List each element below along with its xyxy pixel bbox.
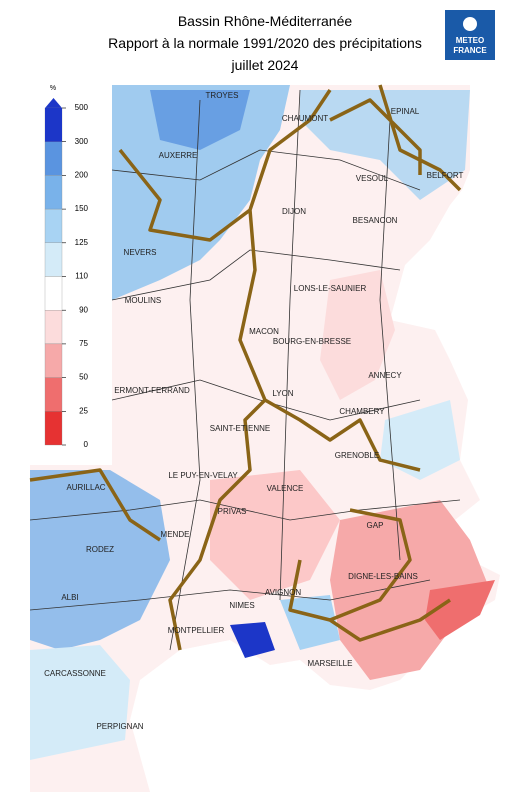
title-line: Bassin Rhône-Méditerranée <box>178 13 353 29</box>
wet-area <box>280 595 340 650</box>
city-label: ANNECY <box>368 371 402 380</box>
legend-swatch <box>44 276 63 311</box>
logo-text: FRANCE <box>453 46 487 55</box>
legend-label: 500 <box>75 103 89 112</box>
city-label: RODEZ <box>86 545 114 554</box>
city-label: MENDE <box>161 530 190 539</box>
legend-swatch <box>44 242 63 277</box>
legend: % 500 300 200 150 125 110 90 75 50 25 0 <box>44 85 89 449</box>
wet-area <box>380 400 460 480</box>
title-line: juillet 2024 <box>231 57 299 73</box>
wet-area <box>150 90 250 150</box>
city-label: ERMONT-FERRAND <box>114 386 190 395</box>
city-labels: TROYES CHAUMONT EPINAL AUXERRE VESOUL BELFORT… <box>44 91 463 731</box>
legend-label: 300 <box>75 137 89 146</box>
city-label: MACON <box>249 327 279 336</box>
wet-area <box>30 645 130 760</box>
city-label: VESOUL <box>356 174 389 183</box>
city-label: LYON <box>272 389 293 398</box>
city-label: BELFORT <box>427 171 464 180</box>
city-label: TROYES <box>206 91 239 100</box>
city-label: MOULINS <box>125 296 161 305</box>
legend-label: 110 <box>75 272 88 281</box>
city-label: BESANCON <box>353 216 398 225</box>
dry-area <box>425 580 495 640</box>
legend-box <box>30 85 112 465</box>
wet-area <box>230 622 275 658</box>
city-label: AURILLAC <box>66 483 105 492</box>
city-label: VALENCE <box>267 484 304 493</box>
city-label: NEVERS <box>124 248 157 257</box>
city-label: SAINT-ETIENNE <box>210 424 270 433</box>
legend-label: 90 <box>79 305 88 314</box>
legend-label: 150 <box>75 204 89 213</box>
city-label: CARCASSONNE <box>44 669 106 678</box>
legend-label: 0 <box>84 440 89 449</box>
legend-swatch <box>44 310 63 345</box>
dept-lines <box>29 89 461 651</box>
legend-label: 200 <box>75 171 89 180</box>
city-label: DIGNE-LES-BAINS <box>348 572 418 581</box>
wet-area <box>300 90 470 200</box>
legend-swatch <box>44 343 63 378</box>
city-label: LONS-LE-SAUNIER <box>294 284 367 293</box>
city-label: PRIVAS <box>218 507 247 516</box>
city-label: MONTPELLIER <box>168 626 225 635</box>
city-label: CHAMBERY <box>339 407 385 416</box>
dry-area <box>210 470 340 600</box>
city-label: GRENOBLE <box>335 451 379 460</box>
city-label: GAP <box>367 521 384 530</box>
legend-swatch <box>44 175 63 210</box>
legend-unit: % <box>50 85 56 92</box>
legend-arrow <box>45 98 62 108</box>
city-label: AVIGNON <box>265 588 302 597</box>
legend-swatch <box>44 411 63 446</box>
logo-text: METEO <box>456 36 484 45</box>
legend-swatch <box>44 208 63 243</box>
city-label: MARSEILLE <box>308 659 353 668</box>
legend-top-swatch <box>45 108 62 142</box>
legend-label: 50 <box>79 373 88 382</box>
legend-label: 25 <box>79 406 88 415</box>
map <box>29 84 500 792</box>
city-label: LE PUY-EN-VELAY <box>168 471 238 480</box>
city-label: EPINAL <box>391 107 420 116</box>
logo-icon <box>463 17 477 31</box>
city-label: ALBI <box>61 593 78 602</box>
wet-area <box>112 85 290 300</box>
legend-label: 75 <box>79 339 88 348</box>
city-label: DIJON <box>282 207 306 216</box>
city-label: CHAUMONT <box>282 114 328 123</box>
wet-area <box>30 470 170 650</box>
dry-area <box>320 270 395 400</box>
basin-borders <box>29 84 462 651</box>
title-line: Rapport à la normale 1991/2020 des préci… <box>108 35 422 51</box>
city-label: AUXERRE <box>159 151 198 160</box>
city-label: NIMES <box>229 601 254 610</box>
legend-swatch <box>44 377 63 412</box>
legend-label: 125 <box>75 238 89 247</box>
legend-swatch <box>44 141 63 176</box>
city-label: BOURG-EN-BRESSE <box>273 337 351 346</box>
city-label: PERPIGNAN <box>96 722 143 731</box>
